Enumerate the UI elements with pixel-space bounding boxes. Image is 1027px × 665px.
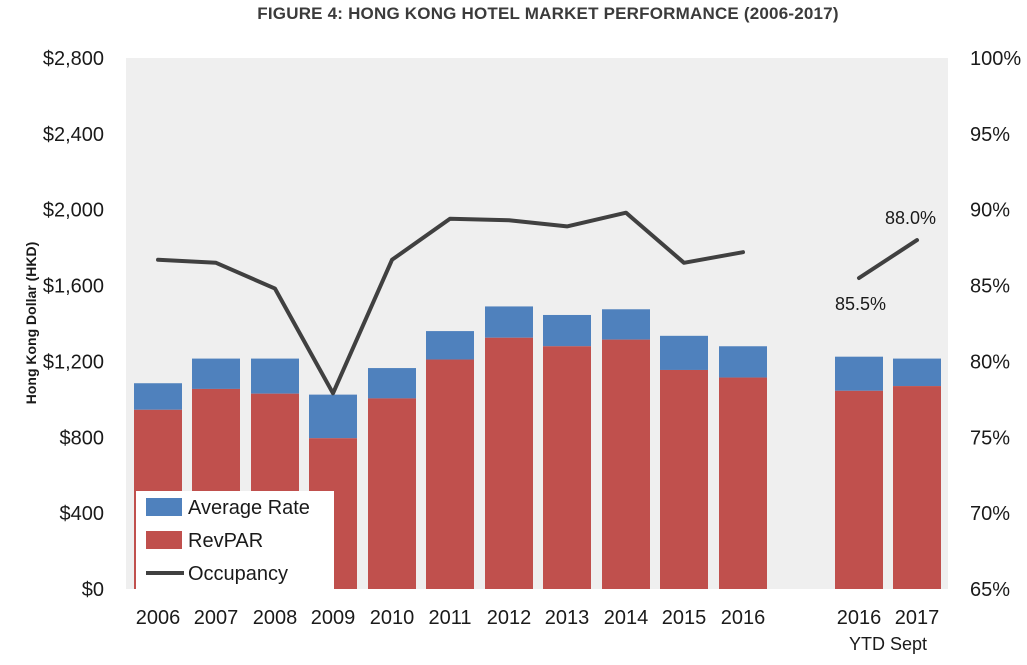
- y-tick-label: $1,200: [43, 351, 104, 373]
- chart-title: FIGURE 4: HONG KONG HOTEL MARKET PERFORM…: [257, 4, 838, 23]
- x-tick-label: 2016: [837, 607, 882, 629]
- x-tick-label: 2011: [428, 607, 471, 629]
- bar-revpar: [368, 398, 416, 589]
- bar-revpar: [485, 337, 533, 589]
- y2-tick-label: 70%: [970, 503, 1010, 525]
- bar-revpar: [835, 390, 883, 589]
- bar-revpar: [543, 346, 591, 589]
- legend-swatch: [146, 531, 182, 549]
- y-tick-label: $800: [60, 427, 105, 449]
- x-tick-label: 2010: [370, 607, 415, 629]
- bar-average-rate: [719, 346, 767, 378]
- y2-tick-label: 80%: [970, 351, 1010, 373]
- x-tick-label: 2015: [662, 607, 707, 629]
- bar-average-rate: [134, 383, 182, 410]
- data-label: 88.0%: [885, 208, 936, 228]
- bar-average-rate: [426, 331, 474, 360]
- left-axis-ticks: $0 $400 $800 $1,200 $1,600 $2,000 $2,400 $2,800: [43, 48, 104, 601]
- y2-tick-label: 85%: [970, 276, 1010, 298]
- legend-label: Occupancy: [188, 563, 288, 585]
- y-axis-label: Hong Kong Dollar (HKD): [23, 242, 39, 405]
- x-tick-label: 2014: [604, 607, 649, 629]
- x-tick-label: 2007: [194, 607, 239, 629]
- bar-revpar: [602, 339, 650, 589]
- occupancy-line-segment: [857, 238, 919, 280]
- bar-revpar: [426, 359, 474, 589]
- x-tick-label: 2012: [487, 607, 532, 629]
- bar-average-rate: [602, 309, 650, 340]
- y2-tick-label: 65%: [970, 579, 1010, 601]
- y-tick-label: $2,800: [43, 48, 104, 70]
- y-tick-label: $2,400: [43, 124, 104, 146]
- bar-average-rate: [368, 368, 416, 399]
- y2-tick-label: 100%: [970, 48, 1021, 70]
- legend-label: RevPAR: [188, 530, 263, 552]
- bar-average-rate: [192, 358, 240, 389]
- bar-revpar: [893, 386, 941, 589]
- bar-average-rate: [485, 306, 533, 338]
- bar-average-rate: [660, 335, 708, 370]
- y-tick-label: $1,600: [43, 276, 104, 298]
- x-axis-ticks: 2006 2007 2008 2009 2010 2011 2012 2013 2014 2015…: [136, 607, 940, 654]
- x-tick-label: 2013: [545, 607, 590, 629]
- annotation-group: 85.5% 88.0%: [835, 208, 936, 314]
- y2-tick-label: 90%: [970, 200, 1010, 222]
- data-label: 85.5%: [835, 294, 886, 314]
- bar-average-rate: [543, 314, 591, 347]
- y-tick-label: $2,000: [43, 200, 104, 222]
- legend: Average Rate RevPAR Occupancy: [136, 491, 334, 591]
- occupancy-line-series: [156, 210, 919, 396]
- bar-average-rate: [309, 394, 357, 439]
- bar-revpar: [660, 369, 708, 589]
- y2-tick-label: 95%: [970, 124, 1010, 146]
- x-tick-label: 2008: [253, 607, 298, 629]
- x-group-label: YTD Sept: [849, 634, 927, 654]
- x-tick-label: 2006: [136, 607, 181, 629]
- bar-average-rate: [835, 356, 883, 391]
- x-tick-label: 2016: [721, 607, 766, 629]
- x-tick-label: 2017: [895, 607, 940, 629]
- legend-swatch: [146, 498, 182, 516]
- y-tick-label: $400: [60, 503, 105, 525]
- y2-tick-label: 75%: [970, 427, 1010, 449]
- legend-label: Average Rate: [188, 497, 310, 519]
- x-tick-label: 2009: [311, 607, 356, 629]
- bar-average-rate: [893, 358, 941, 387]
- bar-average-rate: [251, 358, 299, 394]
- bar-revpar: [719, 377, 767, 589]
- right-axis-ticks: 65% 70% 75% 80% 85% 90% 95% 100%: [970, 48, 1021, 601]
- y-tick-label: $0: [82, 579, 104, 601]
